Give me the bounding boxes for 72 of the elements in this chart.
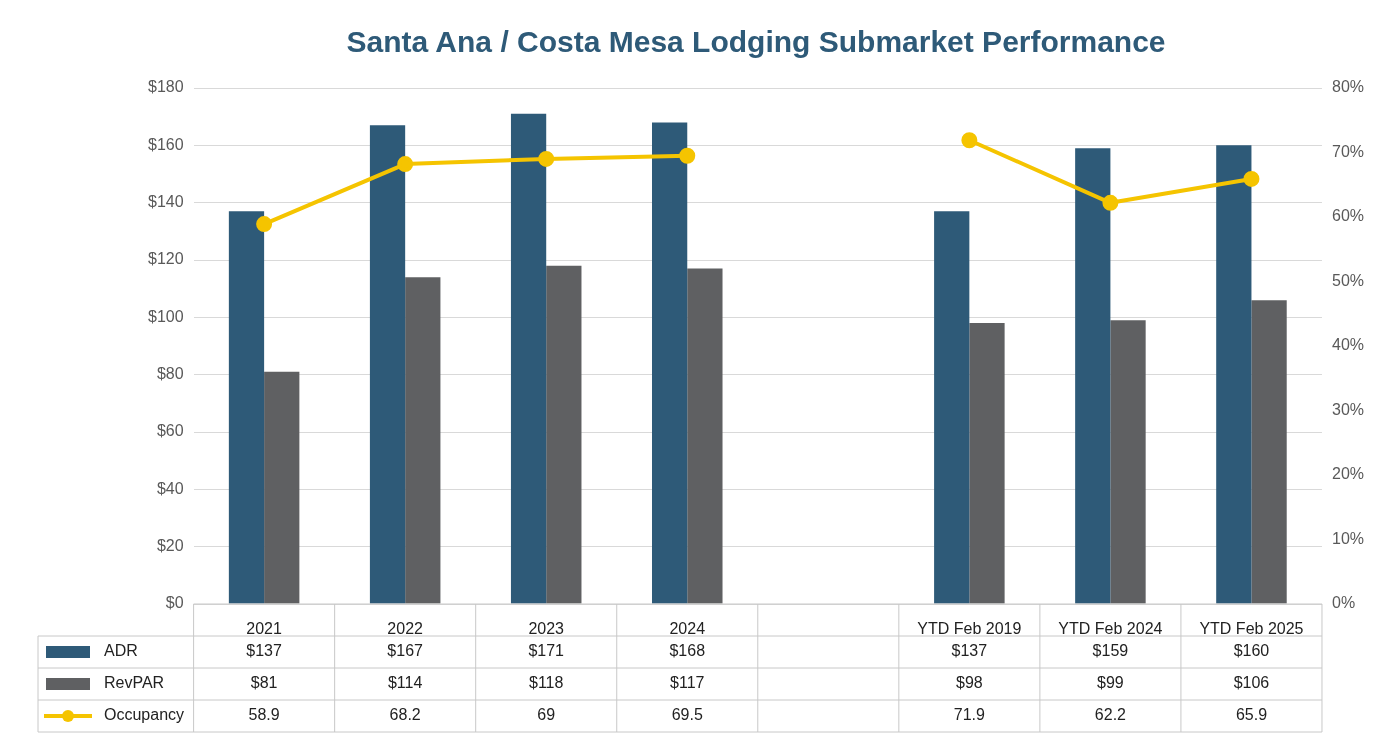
data-label: 71.9 <box>953 706 986 724</box>
bar <box>1216 145 1252 604</box>
data-label: $117 <box>670 674 705 692</box>
x-tick-label: 2023 <box>528 620 565 638</box>
y-tick-label: $20 <box>156 537 184 555</box>
y-tick-label: $180 <box>148 78 184 96</box>
bar <box>687 268 723 604</box>
data-label: $81 <box>250 674 278 692</box>
y-tick-label: $60 <box>156 422 184 440</box>
bar <box>969 323 1005 604</box>
chart-title: Santa Ana / Costa Mesa Lodging Submarket Performance <box>346 25 1166 59</box>
y-tick-label: $160 <box>148 135 184 153</box>
data-label: $159 <box>1092 642 1129 660</box>
data-label: 62.2 <box>1094 706 1127 724</box>
x-tick-label: 2024 <box>669 620 706 638</box>
bar <box>1110 320 1146 604</box>
y-tick-label: $140 <box>148 193 184 211</box>
legend-label: ADR <box>104 642 138 660</box>
data-label: $137 <box>246 642 283 660</box>
y2-tick-label: 10% <box>1331 529 1365 547</box>
data-label: 58.9 <box>248 706 280 724</box>
y-tick-label: $40 <box>156 479 184 497</box>
legend-label: RevPAR <box>104 674 165 692</box>
y-tick-label: $0 <box>165 594 184 612</box>
point <box>1102 194 1119 211</box>
y-tick-label: $100 <box>148 307 184 325</box>
y2-tick-label: 30% <box>1331 400 1365 418</box>
y2-tick-label: 40% <box>1331 336 1365 354</box>
data-label: 69.5 <box>671 706 703 724</box>
data-label: $118 <box>529 674 564 692</box>
point <box>256 216 273 233</box>
x-tick-label: YTD Feb 2019 <box>917 620 1022 638</box>
bar <box>546 265 582 604</box>
bar <box>652 122 688 604</box>
data-label: $137 <box>951 642 988 660</box>
bar <box>510 113 547 604</box>
data-label: $167 <box>387 642 424 660</box>
y2-tick-label: 70% <box>1331 142 1365 160</box>
y2-tick-label: 50% <box>1331 271 1365 289</box>
point <box>397 156 414 173</box>
y-tick-label: $80 <box>156 365 184 383</box>
bar <box>228 211 265 604</box>
x-tick-label: 2022 <box>387 620 424 638</box>
bar <box>1251 300 1287 604</box>
x-tick-label: YTD Feb 2024 <box>1058 620 1163 638</box>
bar <box>264 371 300 604</box>
data-label: $114 <box>387 674 423 692</box>
data-label: 68.2 <box>389 706 421 724</box>
point <box>961 132 978 149</box>
point <box>1243 170 1260 187</box>
x-tick-label: 2021 <box>246 620 283 638</box>
y2-tick-label: 60% <box>1331 207 1365 225</box>
point <box>538 150 555 167</box>
y2-tick-label: 20% <box>1331 465 1365 483</box>
data-label: $160 <box>1233 642 1270 660</box>
point <box>679 147 696 164</box>
data-label: $171 <box>528 642 565 660</box>
data-label: 69 <box>537 706 556 724</box>
bar <box>369 125 406 604</box>
y2-tick-label: 0% <box>1331 594 1356 612</box>
bar <box>934 211 970 604</box>
legend-label: Occupancy <box>104 706 185 724</box>
bar <box>1075 148 1111 604</box>
y2-tick-label: 80% <box>1331 78 1365 96</box>
data-label: $98 <box>956 674 983 692</box>
bar <box>405 277 441 604</box>
data-label: 65.9 <box>1235 706 1268 724</box>
y-tick-label: $120 <box>148 250 184 268</box>
data-label: $106 <box>1233 674 1270 692</box>
data-label: $99 <box>1097 674 1124 692</box>
data-label: $168 <box>669 642 706 660</box>
x-tick-label: YTD Feb 2025 <box>1199 620 1304 638</box>
